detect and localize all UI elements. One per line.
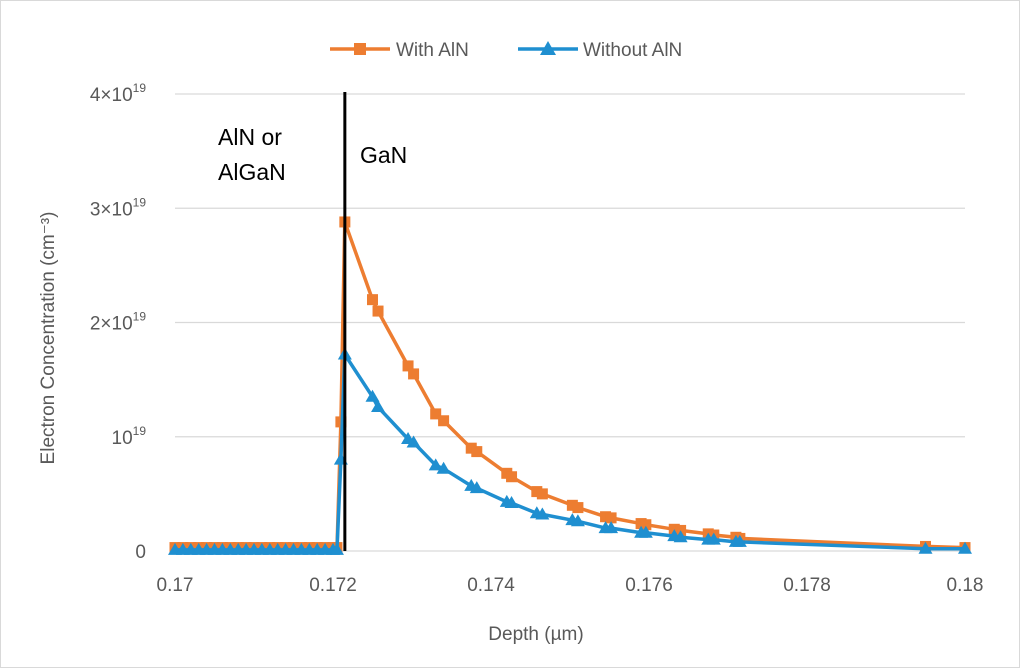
x-tick-label: 0.17 [157, 575, 194, 596]
data-point-triangle [706, 532, 721, 545]
legend-label: With AlN [396, 40, 469, 61]
data-point-square [465, 442, 477, 454]
x-tick-label: 0.174 [467, 575, 515, 596]
data-point-triangle [732, 534, 747, 547]
data-point-square [566, 499, 578, 511]
data-point-square [408, 368, 420, 380]
data-point-triangle [638, 525, 653, 538]
y-tick-label: 3×1019 [90, 195, 146, 220]
legend-label: Without AlN [583, 40, 682, 61]
data-point-square [572, 502, 584, 514]
series-without-aln [168, 347, 972, 555]
x-axis-ticks: 0.17 0.172 0.174 0.176 0.178 0.18 [157, 575, 984, 596]
data-point-triangle [371, 400, 386, 413]
data-point-square [471, 446, 483, 458]
data-point-square [531, 486, 543, 498]
data-point-square [506, 471, 518, 483]
gridlines [175, 93, 965, 552]
data-point-square [438, 415, 450, 427]
region-label-alN-or: AlN or [218, 124, 282, 150]
y-tick-label: 0 [135, 542, 146, 563]
x-tick-label: 0.172 [309, 575, 357, 596]
data-point-triangle [428, 458, 443, 471]
region-label-algan: AlGaN [218, 159, 286, 185]
data-point-triangle [329, 542, 344, 555]
series-with-aln [169, 216, 971, 554]
data-point-square [605, 512, 617, 524]
data-point-triangle [918, 541, 933, 554]
y-tick-label: 2×1019 [90, 310, 146, 335]
data-point-square [372, 305, 384, 317]
data-point-square [640, 519, 652, 531]
data-point-triangle [406, 435, 421, 448]
x-axis-title: Depth (µm) [488, 624, 583, 645]
data-point-triangle [570, 514, 585, 527]
legend-marker-square [354, 43, 366, 55]
y-axis-ticks: 0 1019 2×1019 3×1019 4×1019 [90, 81, 146, 563]
data-point-triangle [365, 389, 380, 402]
x-tick-label: 0.176 [625, 575, 673, 596]
y-tick-label: 1019 [112, 424, 147, 449]
series-line [175, 220, 966, 550]
data-point-square [402, 360, 414, 372]
data-point-triangle [504, 496, 519, 509]
data-point-square [367, 294, 378, 306]
legend-marker-triangle [540, 41, 556, 55]
y-axis-title: Electron Concentration (cm⁻³) [38, 212, 59, 465]
x-tick-label: 0.178 [783, 575, 831, 596]
x-tick-label: 0.18 [947, 575, 984, 596]
data-point-triangle [535, 507, 550, 520]
data-point-triangle [436, 461, 451, 474]
data-point-triangle [673, 530, 688, 543]
data-point-square [536, 488, 548, 500]
data-point-square [430, 408, 442, 420]
data-point-triangle [958, 541, 972, 554]
data-point-triangle [604, 521, 619, 534]
data-point-square [600, 511, 612, 523]
series-layer [168, 216, 972, 555]
data-point-triangle [469, 481, 484, 494]
legend: With AlN Without AlN [330, 40, 682, 61]
y-tick-label: 4×1019 [90, 81, 146, 106]
region-label-gan: GaN [360, 142, 407, 168]
